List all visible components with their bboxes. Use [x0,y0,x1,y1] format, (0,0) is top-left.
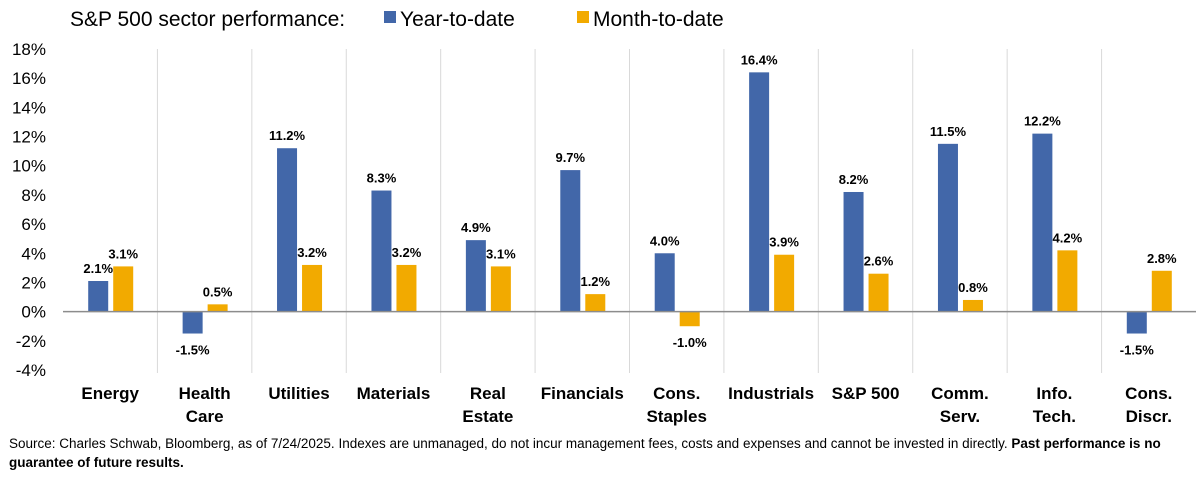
bar-ytd [937,143,958,312]
legend-label-mtd: Month-to-date [593,8,724,31]
bar-ytd [371,190,392,312]
y-tick-label: -2% [16,332,46,351]
data-label-mtd: 2.8% [1147,251,1177,266]
bar-ytd [560,170,581,312]
data-label-ytd: 8.2% [839,172,869,187]
sector-performance-chart: S&P 500 sector performance: Year-to-date… [12,8,1196,426]
bar-mtd [868,273,889,312]
y-tick-label: 8% [21,186,46,205]
legend-swatch-ytd [384,11,396,23]
bar-mtd [490,266,511,312]
data-label-ytd: 4.0% [650,233,680,248]
data-label-mtd: -1.0% [673,335,707,350]
bar-mtd [396,264,417,312]
y-axis: 18% 16% 14% 12% 10% 8% 6% 4% 2% 0% -2% -4% [12,40,46,380]
data-label-mtd: 3.2% [297,245,327,260]
bar-ytd [88,280,109,312]
x-tick-label: Utilities [268,384,329,403]
data-label-ytd: 11.5% [930,124,967,139]
x-axis: Energy Health Care Utilities Materials Real Es… [81,384,1172,426]
x-tick-label: Energy [81,384,139,403]
bar-ytd [654,253,675,312]
data-labels: 2.1%3.1%-1.5%0.5%11.2%3.2%8.3%3.2%4.9%3.… [83,52,1177,357]
y-tick-label: 6% [21,215,46,234]
data-label-mtd: 3.9% [769,235,799,250]
data-label-ytd: 12.2% [1024,114,1061,129]
x-tick-label: S&P 500 [832,384,900,403]
legend: S&P 500 sector performance: Year-to-date… [70,8,724,31]
y-tick-label: 16% [12,69,46,88]
x-tick-label: Cons. Staples [646,384,706,426]
data-label-mtd: 1.2% [580,274,610,289]
data-label-mtd: 0.5% [203,284,233,299]
y-tick-label: 18% [12,40,46,59]
x-tick-label: Industrials [728,384,814,403]
data-label-ytd: 8.3% [367,171,397,186]
data-label-mtd: 3.1% [108,246,138,261]
x-tick-label: Cons. Discr. [1125,384,1172,426]
bar-ytd [843,191,864,312]
data-label-mtd: 3.1% [486,246,516,261]
x-tick-label: Materials [357,384,431,403]
bar-ytd [1032,133,1053,312]
data-label-mtd: 3.2% [392,245,422,260]
bar-mtd [774,254,795,312]
data-label-mtd: 2.6% [864,254,894,269]
data-label-ytd: -1.5% [1120,343,1154,358]
x-tick-label: Comm. Serv. [931,384,989,426]
data-label-mtd: 4.2% [1053,230,1083,245]
y-tick-label: 14% [12,98,46,117]
bar-ytd [465,240,486,312]
bar-mtd [113,266,134,312]
bar-mtd [207,304,228,312]
y-tick-label: 2% [21,273,46,292]
data-label-ytd: -1.5% [176,343,210,358]
data-label-mtd: 0.8% [958,280,988,295]
data-label-ytd: 9.7% [555,150,585,165]
x-tick-label: Info. Tech. [1033,384,1076,426]
bar-ytd [1126,311,1147,334]
source-note: Source: Charles Schwab, Bloomberg, as of… [9,434,1189,472]
x-tick-label: Real Estate [462,384,513,426]
y-tick-label: 4% [21,244,46,263]
y-tick-label: 0% [21,303,46,322]
bar-mtd [679,311,700,327]
y-tick-label: 10% [12,157,46,176]
x-tick-label: Financials [541,384,624,403]
data-label-ytd: 4.9% [461,220,491,235]
bar-mtd [302,264,323,312]
source-text: Source: Charles Schwab, Bloomberg, as of… [9,436,1008,451]
data-label-ytd: 2.1% [83,261,113,276]
bar-mtd [585,294,606,312]
bar-mtd [1151,270,1172,312]
legend-label-ytd: Year-to-date [400,8,515,31]
bar-ytd [182,311,203,334]
bar-ytd [749,72,770,312]
chart-title: S&P 500 sector performance: [70,8,345,31]
legend-swatch-mtd [577,11,589,23]
bar-mtd [962,299,983,312]
data-label-ytd: 16.4% [741,52,778,67]
data-label-ytd: 11.2% [269,128,306,143]
bars [88,72,1172,334]
y-tick-label: -4% [16,361,46,380]
x-tick-label: Health Care [179,384,231,426]
y-tick-label: 12% [12,128,46,147]
bar-mtd [1057,250,1078,312]
disclaimer: Past performance is no guarantee of futu… [9,436,1161,470]
bar-ytd [277,148,298,312]
category-separators [156,49,1103,373]
